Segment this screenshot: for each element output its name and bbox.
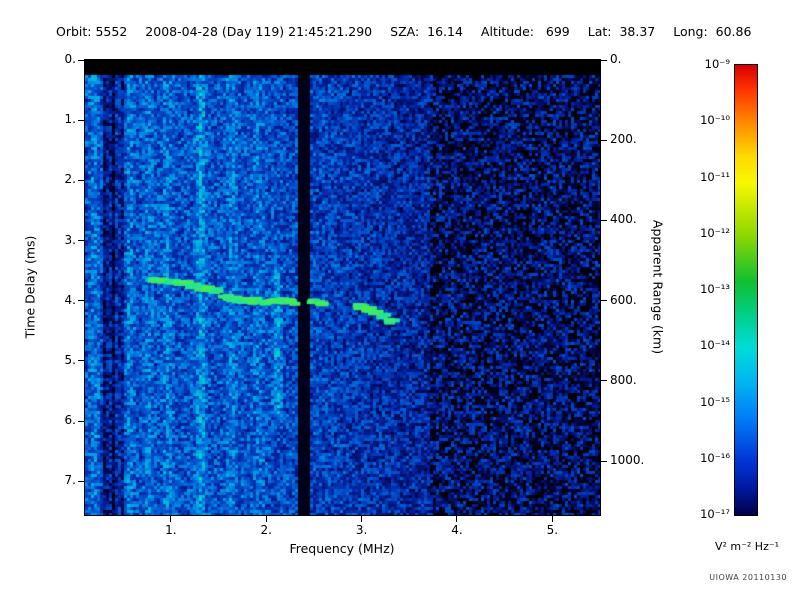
y2-tick-mark — [601, 139, 607, 141]
colorbar-tick-label: 10⁻¹⁰ — [700, 113, 730, 128]
x-tick-mark — [361, 516, 363, 522]
colorbar-tick-label: 10⁻¹⁴ — [700, 338, 730, 353]
y-tick-label: 5. — [64, 352, 76, 367]
x-axis-label: Frequency (MHz) — [289, 541, 395, 556]
y2-tick-label: 800. — [610, 372, 637, 387]
y-tick-label: 6. — [64, 413, 76, 428]
x-tick-label: 2. — [260, 523, 272, 537]
header-info: Orbit: 5552 2008-04-28 (Day 119) 21:45:2… — [56, 24, 751, 39]
y-tick-mark — [78, 300, 84, 302]
x-tick-label: 3. — [355, 523, 368, 537]
colorbar-tick-label: 10⁻¹² — [700, 225, 730, 240]
y-tick-mark — [78, 59, 84, 61]
colorbar-tick-label: 10⁻¹⁶ — [700, 450, 730, 465]
y-tick-label: 7. — [64, 473, 76, 488]
y2-tick-mark — [601, 59, 607, 61]
y-tick-mark — [78, 420, 84, 422]
y-tick-label: 1. — [64, 112, 76, 127]
y-tick-mark — [78, 119, 84, 121]
colorbar-canvas — [735, 65, 757, 515]
colorbar-frame — [734, 64, 758, 516]
x-tick-mark — [170, 516, 172, 522]
spectrogram-frame — [84, 59, 601, 516]
y-tick-label: 0. — [64, 52, 76, 66]
y2-tick-label: 400. — [610, 212, 637, 227]
colorbar-tick-label: 10⁻¹³ — [700, 282, 730, 296]
x-tick-mark — [551, 516, 553, 522]
y-tick-mark — [78, 360, 84, 362]
y-tick-mark — [78, 480, 84, 482]
credit-label: UIOWA 20110130 — [709, 573, 787, 582]
y2-tick-label: 200. — [610, 132, 637, 147]
y-tick-label: 2. — [64, 172, 76, 187]
x-tick-label: 1. — [165, 523, 177, 537]
header-latitude: Lat: 38.37 — [587, 24, 656, 39]
x-tick-mark — [456, 516, 458, 522]
colorbar-tick-label: 10⁻⁹ — [704, 57, 730, 71]
y2-tick-label: 600. — [610, 292, 637, 307]
y2-tick-mark — [601, 219, 607, 221]
x-tick-label: 5. — [546, 523, 559, 537]
y2-tick-mark — [601, 460, 607, 462]
y-tick-label: 3. — [64, 232, 76, 247]
y2-tick-label: 0. — [610, 52, 622, 66]
spectrogram-canvas — [85, 60, 600, 515]
colorbar-units-label: V² m⁻² Hz⁻¹ — [714, 540, 780, 553]
y-tick-mark — [78, 240, 84, 242]
colorbar-tick-label: 10⁻¹⁷ — [700, 507, 730, 521]
colorbar-tick-label: 10⁻¹⁵ — [700, 394, 730, 409]
colorbar-tick-label: 10⁻¹¹ — [700, 169, 730, 184]
y2-tick-mark — [601, 300, 607, 302]
header-sza: SZA: 16.14 — [390, 24, 463, 39]
y2-tick-label: 1000. — [610, 453, 645, 468]
right-axis-label: Apparent Range (km) — [650, 219, 666, 355]
header-altitude: Altitude: 699 — [480, 24, 570, 39]
y2-tick-mark — [601, 380, 607, 382]
x-tick-mark — [265, 516, 267, 522]
y-tick-mark — [78, 179, 84, 181]
y-tick-label: 4. — [64, 292, 76, 307]
header-orbit: Orbit: 5552 — [56, 24, 128, 39]
header-longitude: Long: 60.86 — [673, 24, 752, 39]
x-tick-label: 4. — [451, 523, 463, 537]
header-datetime: 2008-04-28 (Day 119) 21:45:21.290 — [145, 24, 373, 39]
y-axis-label: Time Delay (ms) — [22, 235, 38, 339]
